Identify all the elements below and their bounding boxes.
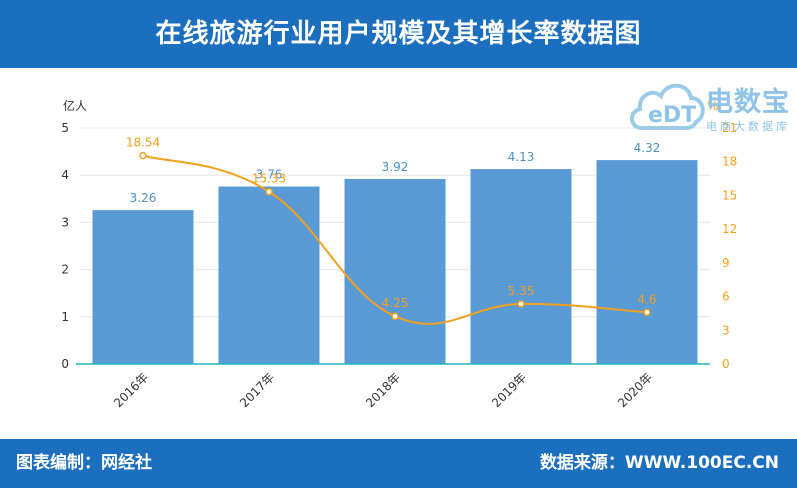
footer-source: 数据来源：WWW.100EC.CN: [539, 453, 779, 473]
x-tick-label: 2019年: [489, 370, 529, 410]
right-tick-label: 15: [722, 188, 737, 202]
rate-value-label: 4.6: [637, 292, 656, 306]
rate-value-label: 15.33: [252, 172, 286, 186]
rate-point: [265, 187, 273, 196]
left-tick-label: 5: [61, 121, 69, 135]
left-tick-label: 2: [61, 263, 69, 277]
cloud-logo-icon: eDT: [630, 83, 705, 130]
rate-value-label: 5.35: [508, 284, 535, 298]
rate-value-label: 18.54: [126, 136, 160, 150]
x-tick-label: 2017年: [237, 370, 277, 410]
header-bar: 在线旅游行业用户规模及其增长率数据图: [0, 0, 797, 68]
page-title: 在线旅游行业用户规模及其增长率数据图: [155, 19, 642, 49]
x-tick-label: 2020年: [615, 370, 655, 410]
x-tick-label: 2016年: [111, 370, 151, 410]
footer-credit: 图表编制：网经社: [16, 453, 152, 473]
left-tick-label: 3: [61, 215, 69, 229]
rate-value-label: 4.25: [382, 296, 409, 310]
rate-point: [391, 312, 399, 320]
rate-point: [643, 308, 651, 317]
bar-value-label: 3.92: [382, 160, 409, 174]
left-axis-unit: 亿人: [63, 98, 87, 113]
rate-point: [517, 300, 525, 308]
bar: [218, 186, 320, 364]
right-tick-label: 12: [722, 222, 737, 236]
footer-bar: 图表编制：网经社 数据来源：WWW.100EC.CN: [0, 439, 797, 488]
left-tick-label: 4: [61, 168, 69, 182]
x-tick-label: 2018年: [363, 370, 403, 410]
right-tick-label: 21: [722, 121, 737, 135]
right-axis-unit: %: [707, 99, 718, 113]
bar-value-label: 3.76: [256, 168, 283, 182]
right-tick-label: 9: [722, 256, 730, 270]
rate-point: [139, 151, 147, 160]
bar: [470, 169, 572, 364]
right-tick-label: 3: [722, 323, 730, 337]
watermark-subtitle: 电商大数据库: [706, 120, 790, 133]
bar: [92, 210, 194, 364]
bar: [596, 160, 698, 364]
left-tick-label: 0: [61, 357, 69, 371]
right-tick-label: 6: [722, 290, 730, 304]
watermark-logo: eDT 电数宝 电商大数据库: [628, 74, 793, 136]
bar: [344, 178, 446, 364]
right-tick-label: 18: [722, 155, 737, 169]
bar-value-label: 4.13: [508, 150, 535, 164]
bar-value-label: 3.26: [130, 191, 157, 205]
logo-text: eDT: [648, 103, 696, 128]
watermark-brand: 电数宝: [706, 87, 790, 118]
left-tick-label: 1: [61, 310, 69, 324]
right-tick-label: 0: [722, 357, 730, 371]
bar-value-label: 4.32: [634, 141, 661, 155]
